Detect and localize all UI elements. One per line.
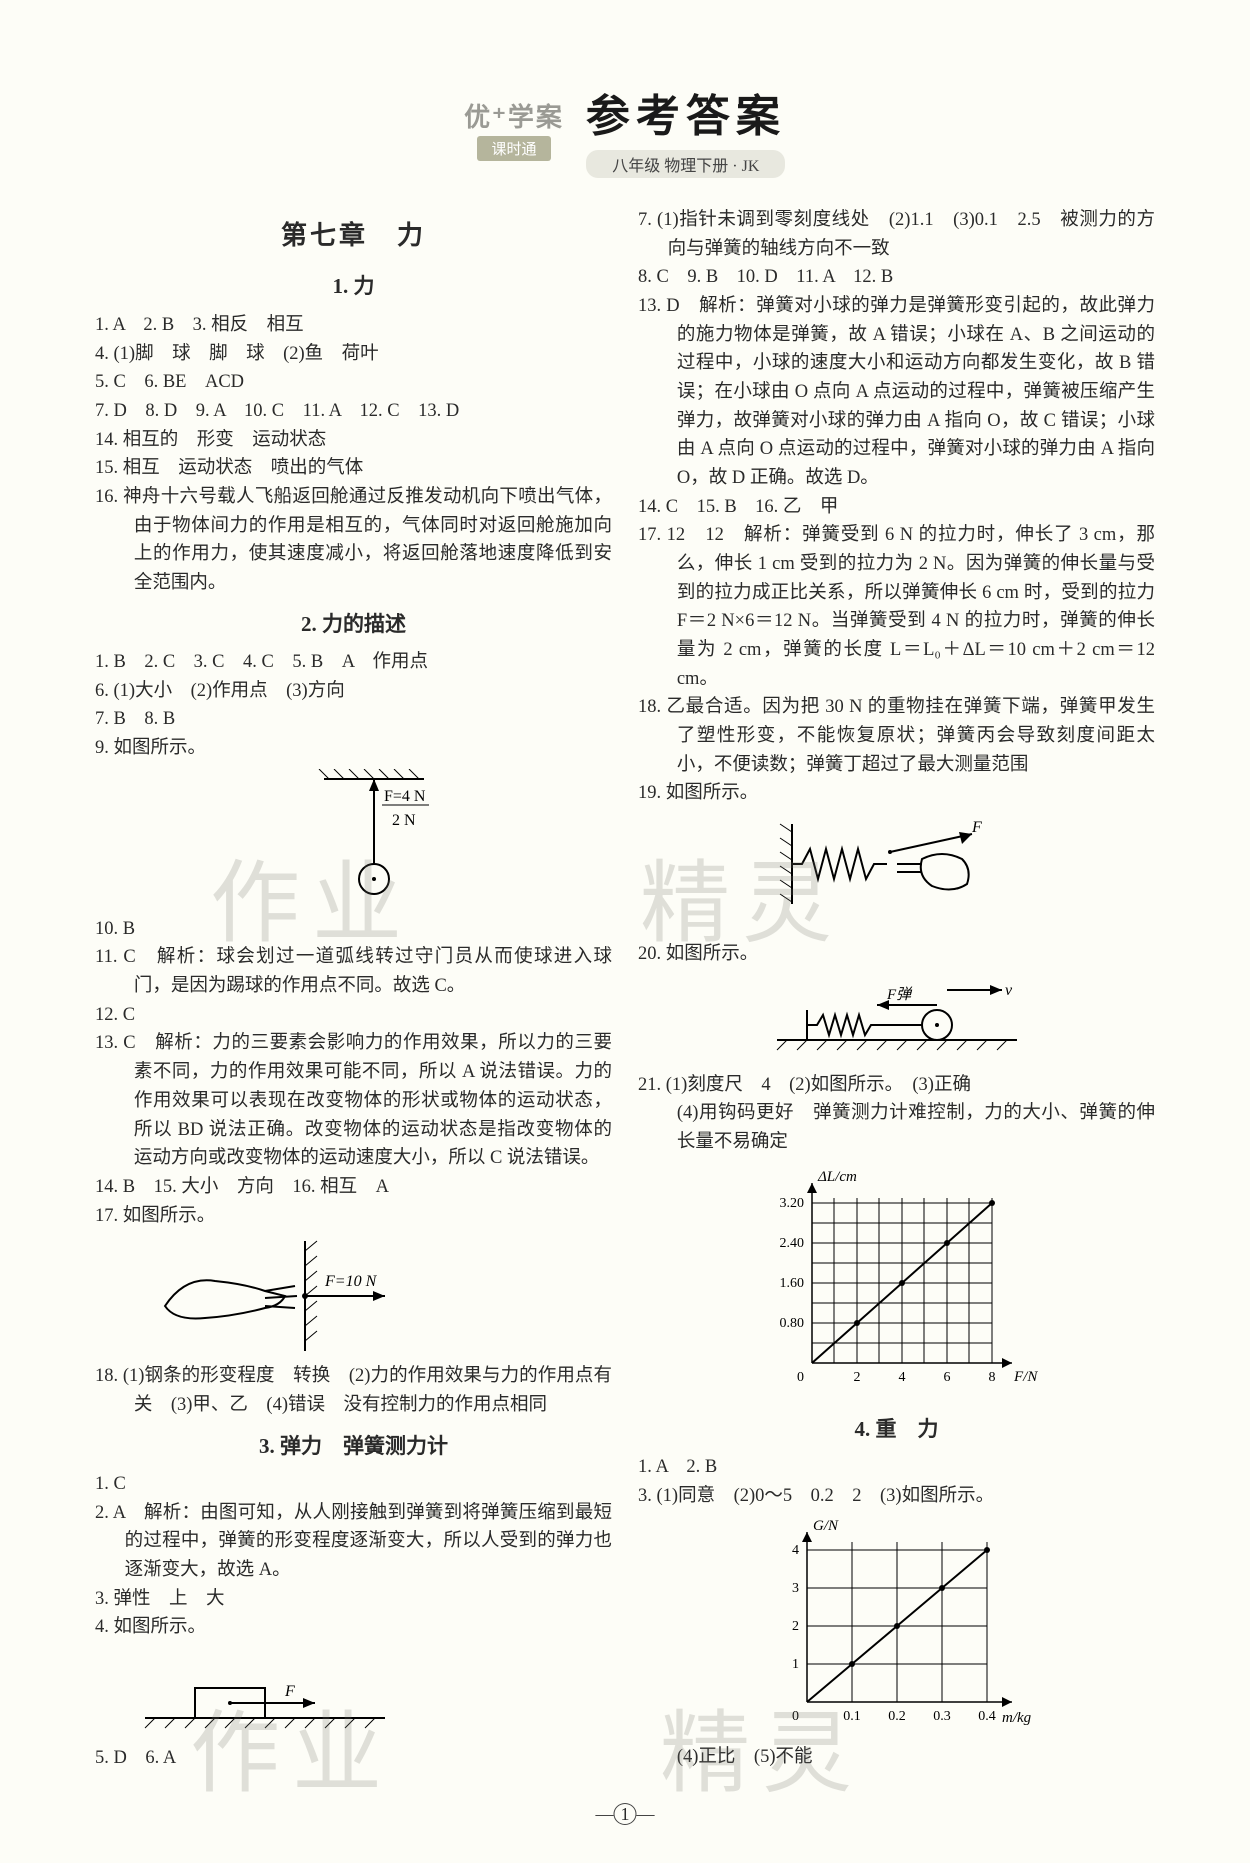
answer-line: 12. C <box>95 1001 612 1030</box>
figure-q4: F <box>95 1648 612 1738</box>
svg-text:6: 6 <box>943 1370 950 1385</box>
page-number: —1— <box>596 1804 655 1825</box>
fig-label: 2 N <box>392 812 416 829</box>
svg-text:0.80: 0.80 <box>779 1316 804 1331</box>
answer-line: 19. 如图所示。 <box>638 779 1155 808</box>
answer-line: 5. C 6. BE ACD <box>95 368 612 397</box>
answer-line: 21. (1)刻度尺 4 (2)如图所示。 (3)正确 <box>638 1071 1155 1100</box>
answer-line: 16. 神舟十六号载人飞船返回舱通过反推发动机向下喷出气体，由于物体间力的作用是… <box>95 483 612 598</box>
svg-text:1: 1 <box>792 1657 799 1672</box>
section-title: 3. 弹力 弹簧测力计 <box>95 1430 612 1463</box>
answer-line: 17. 如图所示。 <box>95 1202 612 1231</box>
answer-line: 14. 相互的 形变 运动状态 <box>95 426 612 455</box>
answer-line: 1. C <box>95 1470 612 1499</box>
chapter-title: 第七章 力 <box>95 216 612 256</box>
svg-text:G/N: G/N <box>813 1518 839 1534</box>
answer-line: (4)正比 (5)不能 <box>638 1743 1155 1772</box>
answer-line: 1. A 2. B 3. 相反 相互 <box>95 311 612 340</box>
fig-label: F <box>971 819 982 836</box>
svg-text:0.4: 0.4 <box>978 1709 996 1724</box>
answer-line: 6. (1)大小 (2)作用点 (3)方向 <box>95 677 612 706</box>
answer-line: 10. B <box>95 915 612 944</box>
section-title: 1. 力 <box>95 270 612 303</box>
svg-text:0: 0 <box>792 1709 799 1724</box>
section-title: 4. 重 力 <box>638 1413 1155 1446</box>
chart-q21: 0.80 1.60 2.40 3.20 2 4 6 8 0 ΔL/cm F/N <box>638 1163 1155 1403</box>
answer-line: 14. C 15. B 16. 乙 甲 <box>638 493 1155 522</box>
answer-line: 8. C 9. B 10. D 11. A 12. B <box>638 263 1155 292</box>
answer-line: 14. B 15. 大小 方向 16. 相互 A <box>95 1173 612 1202</box>
answer-line: 1. B 2. C 3. C 4. C 5. B A 作用点 <box>95 648 612 677</box>
svg-text:2: 2 <box>792 1619 799 1634</box>
svg-text:0.3: 0.3 <box>933 1709 951 1724</box>
svg-text:3.20: 3.20 <box>779 1196 804 1211</box>
answer-line: 4. (1)脚 球 脚 球 (2)鱼 荷叶 <box>95 340 612 369</box>
answer-line: 15. 相互 运动状态 喷出的气体 <box>95 454 612 483</box>
figure-q9: F=4 N 2 N <box>95 769 612 909</box>
svg-text:2.40: 2.40 <box>779 1236 804 1251</box>
answer-line: (4)用钩码更好 弹簧测力计难控制，力的大小、弹簧的伸长量不易确定 <box>638 1099 1155 1156</box>
answer-line: 13. D 解析：弹簧对小球的弹力是弹簧形变引起的，故此弹力的施力物体是弹簧，故… <box>638 292 1155 493</box>
answer-line: 9. 如图所示。 <box>95 734 612 763</box>
fig-label: F=4 N <box>384 788 426 805</box>
figure-q19: F <box>638 814 1155 934</box>
answer-line: 17. 12 12 解析：弹簧受到 6 N 的拉力时，伸长了 3 cm，那么，伸… <box>638 521 1155 693</box>
svg-text:0.1: 0.1 <box>843 1709 861 1724</box>
answer-line: 13. C 解析：力的三要素会影响力的作用效果，所以力的三要素不同，力的作用效果… <box>95 1029 612 1172</box>
answer-line: 1. A 2. B <box>638 1453 1155 1482</box>
answer-line: 7. D 8. D 9. A 10. C 11. A 12. C 13. D <box>95 397 612 426</box>
svg-text:ΔL/cm: ΔL/cm <box>817 1169 857 1185</box>
svg-text:0.2: 0.2 <box>888 1709 906 1724</box>
figure-q17: F=10 N <box>95 1236 612 1356</box>
logo: 优⁺学案 课时通 <box>464 97 564 161</box>
answer-line: 2. A 解析：由图可知，从人刚接触到弹簧到将弹簧压缩到最短的过程中，弹簧的形变… <box>95 1499 612 1585</box>
svg-text:8: 8 <box>988 1370 995 1385</box>
svg-text:4: 4 <box>898 1370 905 1385</box>
left-column: 第七章 力 1. 力 1. A 2. B 3. 相反 相互 4. (1)脚 球 … <box>95 206 612 1773</box>
answer-line: 11. C 解析：球会划过一道弧线转过守门员从而使球进入球门，是因为踢球的作用点… <box>95 943 612 1000</box>
logo-top: 优⁺学案 <box>464 97 564 134</box>
chart-q3: 1 2 3 4 0.1 0.2 0.3 0.4 0 G/N m/kg <box>638 1517 1155 1737</box>
svg-text:4: 4 <box>792 1543 799 1558</box>
right-column: 7. (1)指针未调到零刻度线处 (2)1.1 (3)0.1 2.5 被测力的方… <box>638 206 1155 1773</box>
answer-line: 18. 乙最合适。因为把 30 N 的重物挂在弹簧下端，弹簧甲发生了塑性形变，不… <box>638 693 1155 779</box>
svg-text:0: 0 <box>797 1370 804 1385</box>
main-title: 参考答案 <box>586 80 786 144</box>
svg-text:2: 2 <box>853 1370 860 1385</box>
page: 作业 精灵 作业 精灵 优⁺学案 课时通 参考答案 八年级 物理下册 · JK … <box>0 0 1250 1863</box>
answer-line: 7. (1)指针未调到零刻度线处 (2)1.1 (3)0.1 2.5 被测力的方… <box>638 206 1155 263</box>
sub-title: 八年级 物理下册 · JK <box>586 150 785 178</box>
fig-label: v <box>1005 982 1013 999</box>
svg-text:3: 3 <box>792 1581 799 1596</box>
answer-line: 20. 如图所示。 <box>638 940 1155 969</box>
answer-line: 4. 如图所示。 <box>95 1613 612 1642</box>
answer-line: 5. D 6. A <box>95 1744 612 1773</box>
answer-line: 3. (1)同意 (2)0～5 0.2 2 (3)如图所示。 <box>638 1482 1155 1511</box>
answer-line: 3. 弹性 上 大 <box>95 1585 612 1614</box>
header: 优⁺学案 课时通 参考答案 八年级 物理下册 · JK <box>95 80 1155 178</box>
figure-q20: F弹 v <box>638 975 1155 1065</box>
logo-sub: 课时通 <box>477 136 550 161</box>
fig-label: F <box>284 1683 295 1700</box>
answer-line: 18. (1)钢条的形变程度 转换 (2)力的作用效果与力的作用点有关 (3)甲… <box>95 1362 612 1419</box>
svg-text:1.60: 1.60 <box>779 1276 804 1291</box>
svg-text:F/N: F/N <box>1013 1369 1038 1385</box>
answer-line: 7. B 8. B <box>95 705 612 734</box>
fig-label: F弹 <box>886 986 913 1003</box>
section-title: 2. 力的描述 <box>95 608 612 641</box>
svg-text:m/kg: m/kg <box>1002 1710 1032 1726</box>
fig-label: F=10 N <box>324 1273 378 1290</box>
